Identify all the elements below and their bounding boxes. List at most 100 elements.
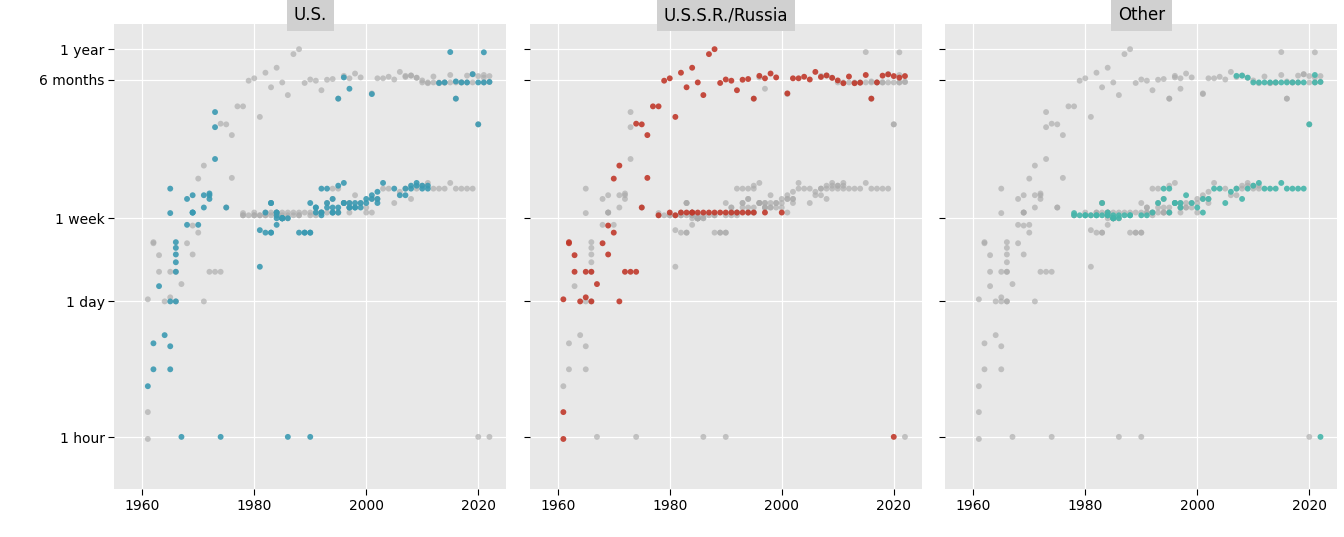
Point <box>609 203 630 212</box>
Point <box>401 182 422 190</box>
Point <box>417 179 438 187</box>
Point <box>261 228 282 237</box>
Point <box>1169 208 1191 217</box>
Point <box>271 214 293 222</box>
Point <box>676 83 698 92</box>
Point <box>266 208 288 217</box>
Point <box>1125 228 1146 237</box>
Point <box>1192 89 1214 98</box>
Point <box>743 208 765 217</box>
Point <box>720 76 742 85</box>
Point <box>1298 433 1320 441</box>
Point <box>1192 90 1214 98</box>
Point <box>1249 179 1270 187</box>
Point <box>1164 73 1185 82</box>
Point <box>759 191 781 200</box>
Point <box>300 211 321 220</box>
Point <box>1024 297 1046 306</box>
Point <box>1120 211 1141 220</box>
Point <box>462 184 484 193</box>
Point <box>558 339 579 347</box>
Point <box>199 194 220 203</box>
Point <box>1035 267 1056 276</box>
Point <box>271 78 293 87</box>
Point <box>849 78 871 87</box>
Point <box>637 131 659 140</box>
Point <box>266 211 288 220</box>
Point <box>749 199 770 207</box>
Point <box>765 199 786 207</box>
Point <box>1265 184 1286 193</box>
Point <box>176 194 198 203</box>
Point <box>687 214 708 222</box>
Point <box>1052 131 1074 140</box>
Point <box>754 199 775 207</box>
Point <box>261 199 282 207</box>
Point <box>160 267 181 276</box>
Point <box>282 211 304 220</box>
Point <box>1187 208 1208 217</box>
Point <box>1141 208 1163 217</box>
Point <box>153 297 175 306</box>
Point <box>328 182 349 190</box>
Point <box>1125 208 1146 217</box>
Point <box>1068 211 1090 220</box>
Point <box>715 208 737 217</box>
Point <box>738 208 759 217</box>
Point <box>671 211 692 220</box>
Point <box>210 433 231 441</box>
Point <box>344 191 366 200</box>
Point <box>160 184 181 193</box>
Point <box>1013 250 1035 259</box>
Point <box>552 408 574 416</box>
Point <box>344 69 366 78</box>
Point <box>271 214 293 222</box>
Point <box>1141 208 1163 217</box>
Point <box>1102 214 1124 222</box>
Point <box>996 244 1017 252</box>
Point <box>321 208 343 217</box>
Point <box>671 68 692 77</box>
Point <box>339 74 360 83</box>
Point <box>872 71 894 80</box>
Point <box>468 120 489 129</box>
Point <box>1175 203 1196 212</box>
Point <box>1086 68 1107 77</box>
Point <box>1130 228 1152 237</box>
Point <box>1231 71 1253 79</box>
Point <box>1024 191 1046 200</box>
Point <box>771 194 793 203</box>
Point <box>411 76 433 85</box>
Point <box>1231 194 1253 203</box>
Point <box>1013 191 1035 200</box>
Point <box>653 76 675 85</box>
Point <box>1120 211 1141 220</box>
Point <box>1107 214 1129 222</box>
Point <box>620 155 641 163</box>
Point <box>771 208 793 217</box>
Point <box>1259 184 1281 193</box>
Point <box>1063 211 1085 220</box>
Point <box>1136 76 1157 85</box>
Point <box>450 78 472 87</box>
Point <box>1164 199 1185 207</box>
Point <box>300 228 321 237</box>
Point <box>417 78 438 87</box>
Point <box>300 433 321 441</box>
Point <box>681 208 703 217</box>
Point <box>1198 74 1219 83</box>
Point <box>282 50 304 59</box>
Point <box>726 208 747 217</box>
Point <box>749 73 770 82</box>
Point <box>586 280 607 288</box>
Point <box>310 184 332 193</box>
Point <box>1063 211 1085 220</box>
Point <box>749 199 770 207</box>
Point <box>777 191 798 200</box>
Point <box>1259 78 1281 87</box>
Point <box>1052 173 1074 182</box>
Point <box>715 199 737 207</box>
Point <box>478 72 500 81</box>
Point <box>1153 194 1175 203</box>
Point <box>1081 211 1102 220</box>
